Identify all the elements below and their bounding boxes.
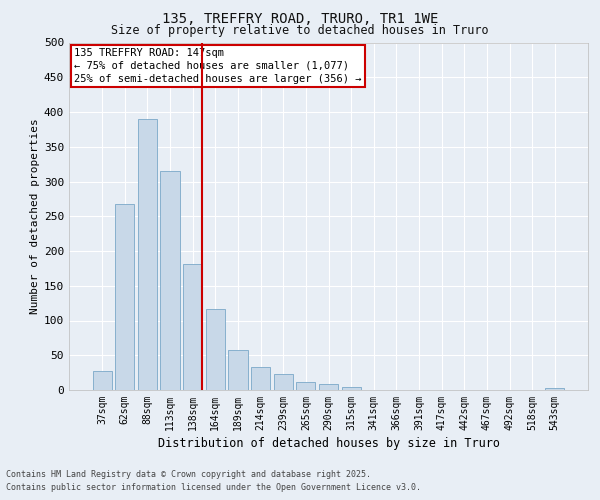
Text: 135, TREFFRY ROAD, TRURO, TR1 1WE: 135, TREFFRY ROAD, TRURO, TR1 1WE	[162, 12, 438, 26]
Bar	[115, 204, 134, 390]
Bar	[341, 386, 361, 390]
Text: Size of property relative to detached houses in Truro: Size of property relative to detached ho…	[111, 24, 489, 37]
Bar	[274, 374, 293, 390]
Bar	[229, 350, 248, 390]
Text: Contains public sector information licensed under the Open Government Licence v3: Contains public sector information licen…	[6, 483, 421, 492]
X-axis label: Distribution of detached houses by size in Truro: Distribution of detached houses by size …	[157, 437, 499, 450]
Text: Contains HM Land Registry data © Crown copyright and database right 2025.: Contains HM Land Registry data © Crown c…	[6, 470, 371, 479]
Bar	[296, 382, 316, 390]
Bar	[92, 370, 112, 390]
Bar	[138, 119, 157, 390]
Text: 135 TREFFRY ROAD: 147sqm
← 75% of detached houses are smaller (1,077)
25% of sem: 135 TREFFRY ROAD: 147sqm ← 75% of detach…	[74, 48, 362, 84]
Bar	[183, 264, 202, 390]
Y-axis label: Number of detached properties: Number of detached properties	[30, 118, 40, 314]
Bar	[545, 388, 565, 390]
Bar	[206, 310, 225, 390]
Bar	[319, 384, 338, 390]
Bar	[251, 367, 270, 390]
Bar	[160, 171, 180, 390]
